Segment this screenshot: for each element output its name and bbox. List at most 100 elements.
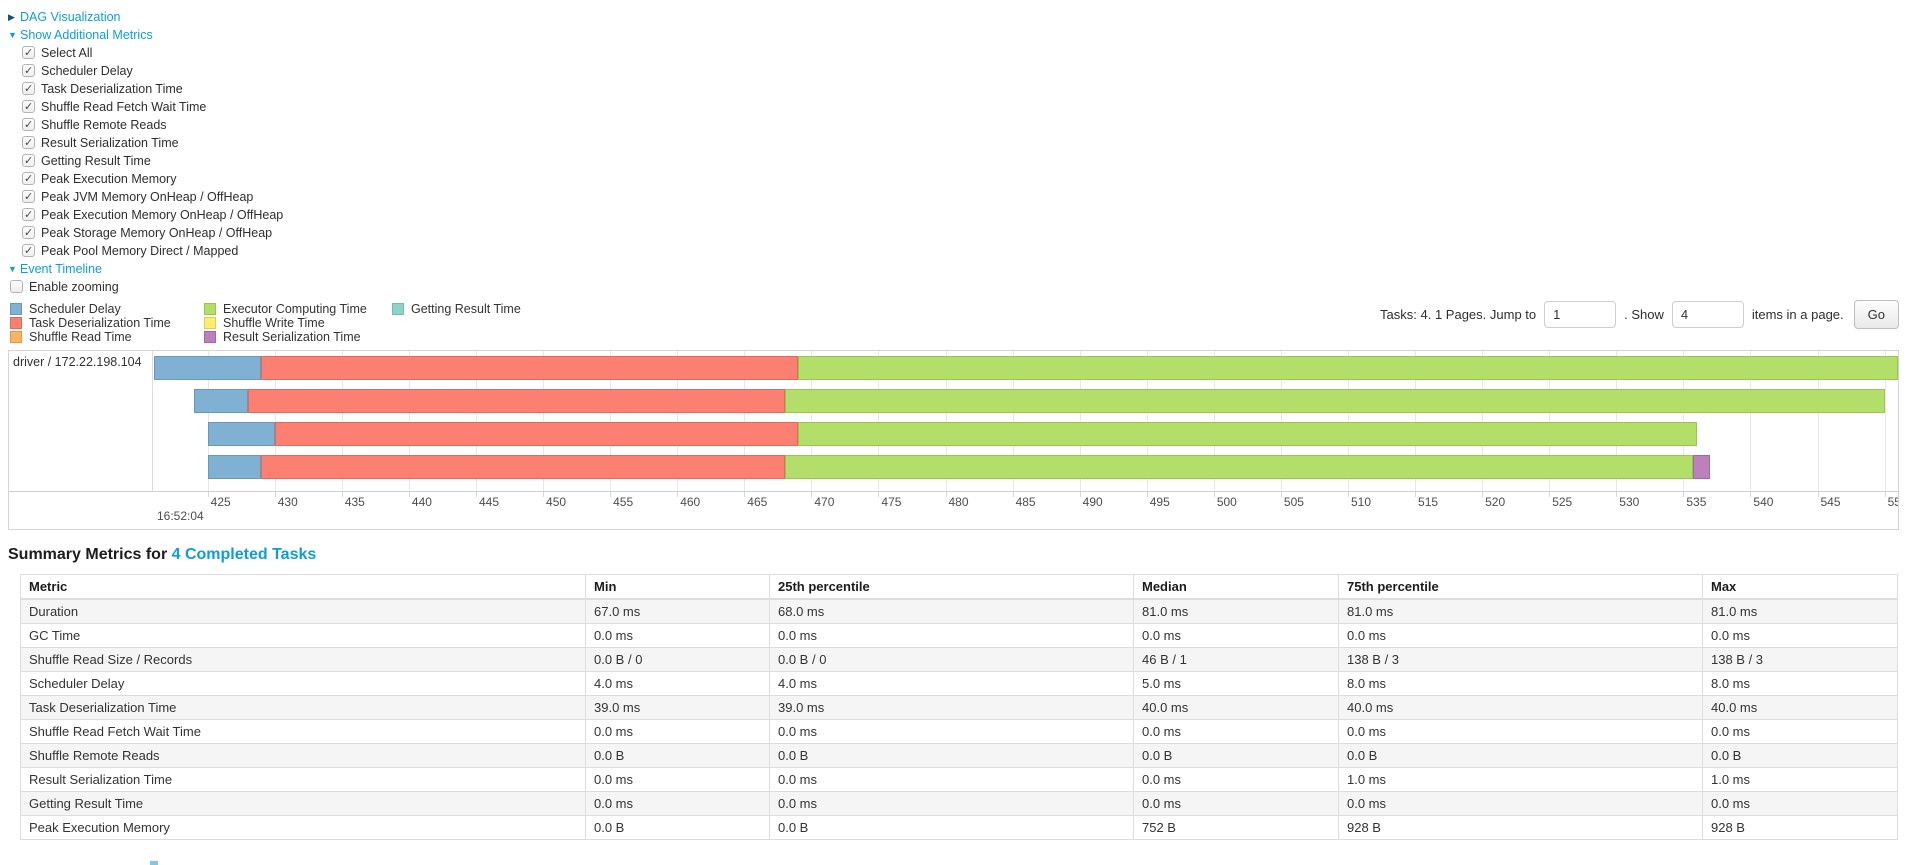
checkbox-checked-icon[interactable] bbox=[22, 206, 35, 224]
task-bar-2[interactable] bbox=[194, 389, 1885, 413]
gridline bbox=[341, 351, 343, 491]
metric-checkbox-item: Peak Execution Memory bbox=[22, 170, 1899, 188]
timeline-axis: 425 430 435 440 445 450 455 460 465 470 475 480 485 4… bbox=[9, 491, 1898, 530]
task-bar-1[interactable] bbox=[154, 356, 1898, 380]
task-deserialization-segment[interactable] bbox=[247, 389, 785, 413]
checkbox-label: Task Deserialization Time bbox=[41, 82, 183, 96]
tick-mark bbox=[274, 492, 276, 497]
metric-value-cell: 81.0 ms bbox=[1702, 598, 1898, 624]
table-row: Shuffle Read Size / Records 0.0 B / 0 0.0 … bbox=[20, 647, 1898, 672]
tick-mark bbox=[811, 492, 813, 497]
column-header: Metric bbox=[20, 574, 586, 600]
tick-label: 435 bbox=[344, 495, 365, 509]
gridline bbox=[1549, 351, 1551, 491]
checkbox-label: Peak Pool Memory Direct / Mapped bbox=[41, 244, 239, 258]
gridline bbox=[878, 351, 880, 491]
gridline bbox=[1616, 351, 1618, 491]
metric-value-cell: 46 B / 1 bbox=[1133, 647, 1339, 672]
metric-value-cell: 0.0 B bbox=[769, 815, 1134, 840]
executor-computing-segment[interactable] bbox=[797, 422, 1697, 446]
checkbox-checked-icon[interactable] bbox=[22, 98, 35, 116]
gridline bbox=[207, 351, 209, 491]
executor-computing-segment[interactable] bbox=[784, 455, 1693, 479]
checkbox-checked-icon[interactable] bbox=[22, 188, 35, 206]
scheduler-delay-swatch-icon bbox=[10, 303, 22, 315]
scheduler-delay-segment[interactable] bbox=[194, 389, 248, 413]
legend-column: Getting Result Time bbox=[392, 302, 521, 344]
metric-value-cell: 5.0 ms bbox=[1133, 671, 1339, 696]
show-additional-metrics-toggle[interactable]: ▼ Show Additional Metrics bbox=[8, 26, 1899, 44]
tick-mark bbox=[475, 492, 477, 497]
metric-checkbox-item: Result Serialization Time bbox=[22, 134, 1899, 152]
tick-mark bbox=[341, 492, 343, 497]
scheduler-delay-segment[interactable] bbox=[207, 455, 262, 479]
gridline bbox=[1415, 351, 1417, 491]
go-button[interactable]: Go bbox=[1853, 300, 1899, 329]
show-additional-metrics-link[interactable]: Show Additional Metrics bbox=[20, 28, 153, 42]
tick-label: 515 bbox=[1418, 495, 1439, 509]
legend-label: Executor Computing Time bbox=[223, 302, 367, 316]
dag-visualization-link[interactable]: DAG Visualization bbox=[20, 10, 121, 24]
jump-to-page-input[interactable] bbox=[1544, 301, 1617, 328]
gridline bbox=[677, 351, 679, 491]
show-text: . Show bbox=[1624, 307, 1664, 322]
timeline-controls-row: Scheduler Delay Task Deserialization Time… bbox=[8, 300, 1899, 348]
checkbox-label: Peak Execution Memory OnHeap / OffHeap bbox=[41, 208, 284, 222]
checkbox-checked-icon[interactable] bbox=[22, 134, 35, 152]
metric-name-cell: Duration bbox=[20, 598, 586, 624]
executor-computing-segment[interactable] bbox=[797, 356, 1898, 380]
tick-mark bbox=[408, 492, 410, 497]
checkbox-checked-icon[interactable] bbox=[22, 224, 35, 242]
checkbox-label: Shuffle Read Fetch Wait Time bbox=[41, 100, 207, 114]
tick-label: 470 bbox=[814, 495, 835, 509]
event-timeline-toggle[interactable]: ▼ Event Timeline bbox=[8, 260, 1899, 278]
enable-zooming-checkbox[interactable] bbox=[10, 280, 23, 293]
result-serialization-segment[interactable] bbox=[1692, 455, 1711, 479]
task-deserialization-segment[interactable] bbox=[274, 422, 798, 446]
tick-label: 445 bbox=[478, 495, 499, 509]
metric-value-cell: 0.0 ms bbox=[1133, 767, 1339, 792]
metric-value-cell: 40.0 ms bbox=[1133, 695, 1339, 720]
metric-value-cell: 928 B bbox=[1338, 815, 1703, 840]
metric-value-cell: 40.0 ms bbox=[1702, 695, 1898, 720]
checkbox-checked-icon[interactable] bbox=[22, 170, 35, 188]
dag-visualization-toggle[interactable]: ▶ DAG Visualization bbox=[8, 8, 1899, 26]
gridline bbox=[610, 351, 612, 491]
task-bar-3[interactable] bbox=[207, 422, 1697, 446]
arrow-down-icon: ▼ bbox=[8, 264, 17, 274]
scheduler-delay-segment[interactable] bbox=[154, 356, 262, 380]
checkbox-checked-icon[interactable] bbox=[22, 116, 35, 134]
event-timeline-link[interactable]: Event Timeline bbox=[20, 262, 102, 276]
metric-value-cell: 0.0 ms bbox=[1133, 791, 1339, 816]
gridline bbox=[1817, 351, 1819, 491]
scheduler-delay-segment[interactable] bbox=[207, 422, 275, 446]
checkbox-label: Shuffle Remote Reads bbox=[41, 118, 167, 132]
metric-value-cell: 138 B / 3 bbox=[1702, 647, 1898, 672]
checkbox-checked-icon[interactable] bbox=[22, 152, 35, 170]
gridline bbox=[1213, 351, 1215, 491]
tick-label: 485 bbox=[1015, 495, 1036, 509]
checkbox-checked-icon[interactable] bbox=[22, 44, 35, 62]
tick-mark bbox=[1750, 492, 1752, 497]
shuffle-write-swatch-icon bbox=[204, 317, 216, 329]
checkbox-checked-icon[interactable] bbox=[22, 62, 35, 80]
metric-value-cell: 0.0 B bbox=[1702, 743, 1898, 768]
metric-name-cell: Peak Execution Memory bbox=[20, 815, 586, 840]
result-serialization-swatch-icon bbox=[204, 331, 216, 343]
task-bar-4[interactable] bbox=[207, 455, 1711, 479]
checkbox-checked-icon[interactable] bbox=[22, 80, 35, 98]
task-pagination: Tasks: 4. 1 Pages. Jump to . Show items … bbox=[1380, 300, 1899, 329]
tick-label: 530 bbox=[1619, 495, 1640, 509]
task-deserialization-segment[interactable] bbox=[261, 356, 798, 380]
gridline bbox=[475, 351, 477, 491]
items-per-page-text: items in a page. bbox=[1751, 307, 1844, 322]
task-deserialization-segment[interactable] bbox=[261, 455, 785, 479]
items-per-page-input[interactable] bbox=[1671, 301, 1744, 328]
executor-computing-segment[interactable] bbox=[784, 389, 1885, 413]
metric-value-cell: 40.0 ms bbox=[1338, 695, 1703, 720]
tick-mark bbox=[744, 492, 746, 497]
checkbox-checked-icon[interactable] bbox=[22, 242, 35, 260]
tick-mark bbox=[1347, 492, 1349, 497]
tick-label: 455 bbox=[613, 495, 634, 509]
